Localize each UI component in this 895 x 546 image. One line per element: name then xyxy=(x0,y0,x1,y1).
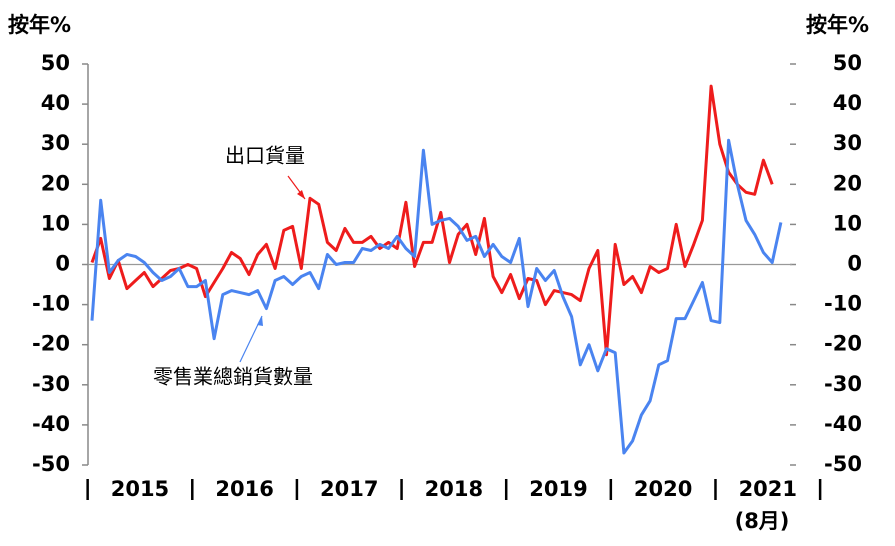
y-axis-label-left: 按年% xyxy=(8,13,71,37)
y2-tick-label: -10 xyxy=(824,292,862,316)
y2-tick-label: -50 xyxy=(824,452,862,476)
y2-tick-label: -30 xyxy=(824,372,862,396)
y2-tick-label: 0 xyxy=(847,252,862,276)
y-tick-label: -20 xyxy=(32,332,70,356)
series-label: 零售業總銷貨數量 xyxy=(153,365,313,389)
series-line xyxy=(90,84,774,357)
y-tick-label: 40 xyxy=(41,91,70,115)
y-tick-label: -40 xyxy=(32,412,70,436)
y-tick-label: 30 xyxy=(41,131,70,155)
x-tick-label: 2018 xyxy=(425,477,483,501)
x-tick-label: 2015 xyxy=(111,477,169,501)
y-tick-label: 20 xyxy=(41,171,70,195)
y2-tick-label: 20 xyxy=(833,171,862,195)
y2-tick-label: -20 xyxy=(824,332,862,356)
y2-tick-label: 50 xyxy=(833,51,862,75)
y2-tick-label: 30 xyxy=(833,131,862,155)
y-tick-label: -50 xyxy=(32,452,70,476)
annotation-arrowhead xyxy=(297,190,305,199)
y-tick-label: -30 xyxy=(32,372,70,396)
x-tick-label: 2020 xyxy=(634,477,692,501)
y-tick-label: 0 xyxy=(55,252,70,276)
y2-tick-label: 40 xyxy=(833,91,862,115)
annotation-arrowhead xyxy=(257,316,263,326)
y2-tick-label: 10 xyxy=(833,211,862,235)
y-tick-label: 50 xyxy=(41,51,70,75)
series-label: 出口貨量 xyxy=(225,144,305,168)
x-tick-label: 2016 xyxy=(215,477,273,501)
x-note: (8月) xyxy=(735,509,790,533)
y-tick-label: -10 xyxy=(32,292,70,316)
x-tick-label: 2021 xyxy=(739,477,797,501)
x-tick-label: 2019 xyxy=(529,477,587,501)
x-tick-label: 2017 xyxy=(320,477,378,501)
y-axis-label-right: 按年% xyxy=(806,13,869,37)
y-tick-label: 10 xyxy=(41,211,70,235)
series-line xyxy=(90,138,783,455)
y2-tick-label: -40 xyxy=(824,412,862,436)
